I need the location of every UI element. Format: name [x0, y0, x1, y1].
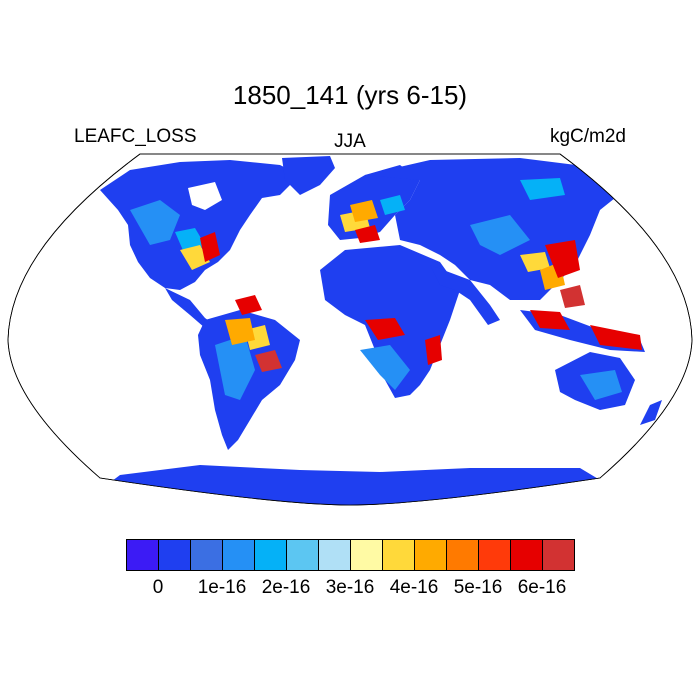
colorbar-tick-label: 1e-16 — [197, 577, 247, 598]
colorbar-swatch — [543, 540, 574, 570]
central-america — [165, 288, 215, 328]
colorbar-swatch — [191, 540, 223, 570]
colorbar-tick-label: 6e-16 — [517, 577, 567, 598]
colorbar-swatch — [351, 540, 383, 570]
colorbar-swatch — [223, 540, 255, 570]
colorbar-swatch — [159, 540, 191, 570]
map-title: 1850_141 (yrs 6-15) — [232, 80, 468, 110]
season-label: JJA — [334, 131, 366, 152]
colorbar-swatch — [255, 540, 287, 570]
north-america — [100, 160, 300, 290]
colorbar-tick-label: 0 — [152, 577, 164, 598]
colorbar-swatch — [319, 540, 351, 570]
colorbar-tick-label: 5e-16 — [453, 577, 503, 598]
colorbar — [126, 539, 575, 571]
variable-label: LEAFC_LOSS — [74, 126, 197, 147]
colorbar-swatch — [287, 540, 319, 570]
land-layer — [100, 156, 662, 505]
colorbar-ticks: 0 1e-16 2e-16 3e-16 4e-16 5e-16 6e-16 — [0, 577, 700, 601]
colorbar-swatch — [479, 540, 511, 570]
colorbar-swatch — [383, 540, 415, 570]
greenland — [282, 156, 335, 195]
colorbar-swatch — [511, 540, 543, 570]
colorbar-tick-label: 4e-16 — [389, 577, 439, 598]
units-label: kgC/m2d — [549, 126, 626, 147]
colorbar-swatch — [127, 540, 159, 570]
antarctica — [100, 465, 600, 505]
colorbar-tick-label: 2e-16 — [261, 577, 311, 598]
colorbar-swatch — [447, 540, 479, 570]
colorbar-tick-label: 3e-16 — [325, 577, 375, 598]
colorbar-swatch — [415, 540, 447, 570]
